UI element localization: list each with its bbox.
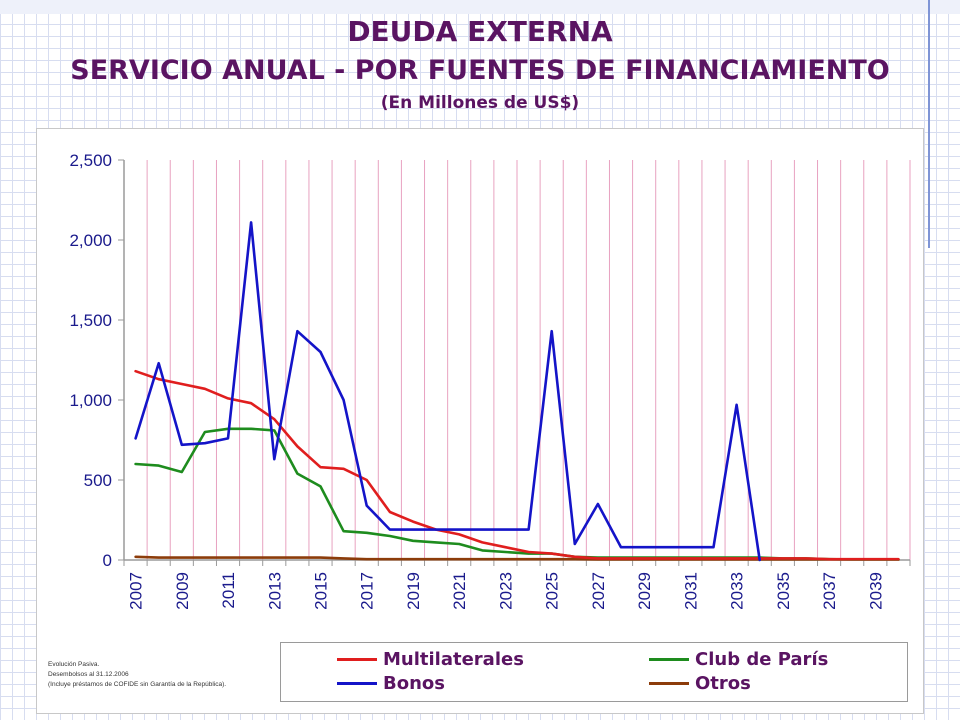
y-tick-label: 1,500	[69, 311, 112, 330]
decorative-rule	[928, 0, 930, 248]
x-tick-label: 2039	[866, 572, 885, 610]
x-tick-label: 2019	[404, 572, 423, 610]
tick-labels: 0 500 1,000 1,500 2,000 2,500 2007 2009 2011 2013…	[69, 151, 885, 610]
x-tick-label: 2015	[312, 572, 331, 610]
legend-item-bonos: Bonos	[337, 671, 445, 695]
x-tick-label: 2021	[450, 572, 469, 610]
y-tick-label: 0	[103, 551, 112, 570]
x-tick-label: 2023	[496, 572, 515, 610]
x-tick-label: 2017	[358, 572, 377, 610]
page-title: DEUDA EXTERNA	[347, 15, 613, 48]
x-tick-label: 2035	[774, 572, 793, 610]
y-tick-label: 2,000	[69, 231, 112, 250]
chart-panel	[36, 128, 924, 714]
legend-item-otros: Otros	[649, 671, 751, 695]
legend-label: Otros	[695, 672, 751, 694]
legend-item-club-de-paris: Club de París	[649, 647, 828, 671]
x-tick-label: 2013	[265, 572, 284, 610]
legend-swatch	[337, 657, 377, 661]
footnote-3: (Incluye préstamos de COFIDE sin Garantí…	[48, 681, 227, 688]
footnote-1: Evolución Pasiva.	[48, 661, 100, 668]
series-line-multilaterales	[134, 369, 900, 561]
legend-label: Club de París	[695, 648, 829, 670]
footnote-2: Desembolsos al 31.12.2006	[48, 671, 129, 678]
units-caption: (En Millones de US$)	[380, 93, 580, 113]
y-tick-label: 2,500	[69, 151, 112, 170]
y-tick-label: 500	[84, 471, 112, 490]
x-tick-label: 2025	[543, 572, 562, 610]
legend-item-multilaterales: Multilaterales	[337, 647, 524, 671]
x-tick-label: 2029	[635, 572, 654, 610]
legend-label: Bonos	[383, 672, 445, 694]
legend-label: Multilaterales	[383, 648, 524, 670]
series-line-bonos	[134, 221, 761, 562]
x-tick-label: 2037	[820, 572, 839, 610]
page-subtitle: SERVICIO ANUAL - POR FUENTES DE FINANCIA…	[70, 55, 890, 86]
top-band	[0, 0, 960, 14]
x-tick-label: 2033	[728, 572, 747, 610]
y-tick-label: 1,000	[69, 391, 112, 410]
legend-swatch	[337, 681, 377, 685]
x-tick-label: 2011	[219, 572, 238, 609]
legend-swatch	[649, 657, 689, 661]
footnotes: Evolución Pasiva. Desembolsos al 31.12.2…	[48, 660, 298, 690]
x-tick-label: 2007	[127, 572, 146, 610]
x-tick-label: 2027	[589, 572, 608, 610]
x-tick-label: 2009	[173, 572, 192, 610]
data-series	[134, 221, 900, 562]
chart-legend: Multilaterales Bonos Club de París Otros	[280, 642, 908, 702]
x-tick-label: 2031	[681, 572, 700, 610]
legend-swatch	[649, 681, 689, 685]
vertical-gridlines	[123, 160, 911, 560]
